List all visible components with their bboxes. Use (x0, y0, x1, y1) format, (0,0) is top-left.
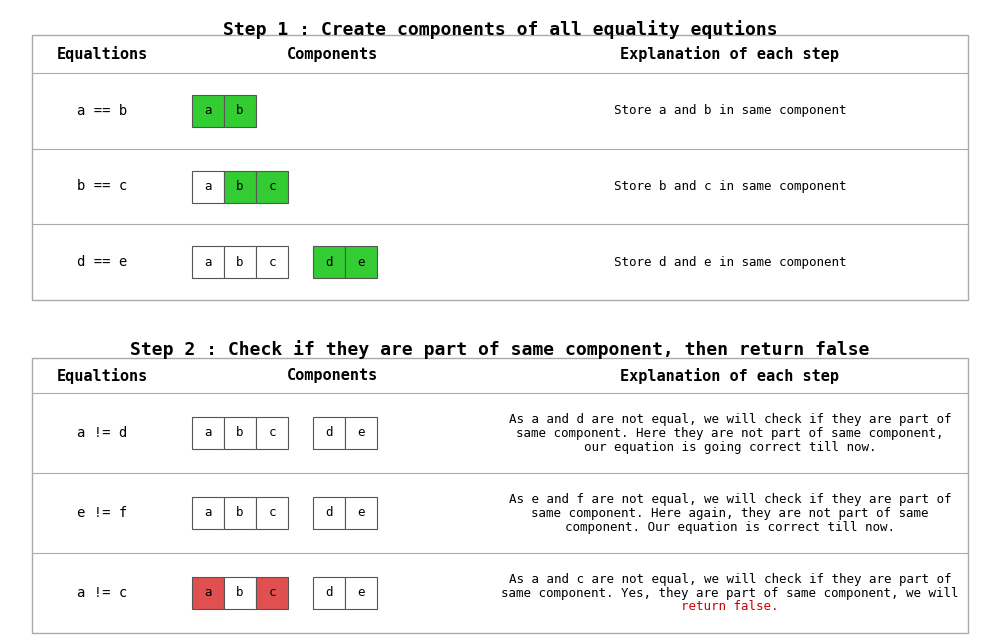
Bar (345, 577, 377, 609)
Text: Store b and c in same component: Store b and c in same component (614, 180, 846, 193)
Text: b: b (236, 104, 244, 117)
Text: d == e: d == e (77, 255, 127, 269)
Text: a: a (204, 104, 212, 117)
Bar (224, 170, 256, 203)
Text: b: b (236, 256, 244, 269)
Text: Step 2 : Check if they are part of same component, then return false: Step 2 : Check if they are part of same … (130, 340, 870, 359)
Text: As a and d are not equal, we will check if they are part of: As a and d are not equal, we will check … (509, 413, 951, 426)
Bar (256, 170, 288, 203)
Bar (32, 35, 968, 300)
Text: Explanation of each step: Explanation of each step (620, 368, 840, 383)
Text: b == c: b == c (77, 179, 127, 194)
Text: a: a (204, 426, 212, 440)
Text: Explanation of each step: Explanation of each step (620, 46, 840, 62)
Text: d: d (325, 586, 333, 599)
Text: e: e (357, 426, 365, 440)
Text: same component. Yes, they are part of same component, we will: same component. Yes, they are part of sa… (501, 586, 959, 599)
Bar (192, 577, 224, 609)
Text: same component. Here again, they are not part of same: same component. Here again, they are not… (531, 507, 929, 520)
Text: a: a (204, 256, 212, 269)
Text: Store d and e in same component: Store d and e in same component (614, 256, 846, 269)
Text: b: b (236, 507, 244, 520)
Text: our equation is going correct till now.: our equation is going correct till now. (584, 440, 876, 453)
Text: e: e (357, 256, 365, 269)
Bar (192, 417, 224, 449)
Bar (192, 170, 224, 203)
Text: Components: Components (286, 46, 378, 62)
Text: Equaltions: Equaltions (56, 368, 148, 383)
Bar (224, 497, 256, 529)
Text: component. Our equation is correct till now.: component. Our equation is correct till … (565, 520, 895, 534)
Text: e: e (357, 507, 365, 520)
Text: e: e (357, 586, 365, 599)
Text: c: c (268, 507, 276, 520)
Text: a: a (204, 586, 212, 599)
Text: Step 1 : Create components of all equality equtions: Step 1 : Create components of all equali… (223, 20, 777, 39)
Text: c: c (268, 426, 276, 440)
Bar (256, 577, 288, 609)
Text: a: a (204, 507, 212, 520)
Text: c: c (268, 256, 276, 269)
Text: d: d (325, 256, 333, 269)
Text: a != c: a != c (77, 586, 127, 600)
Text: Components: Components (286, 368, 378, 383)
Text: d: d (325, 507, 333, 520)
Bar (313, 417, 345, 449)
Bar (345, 497, 377, 529)
Bar (256, 497, 288, 529)
Text: b: b (236, 426, 244, 440)
Bar (192, 246, 224, 278)
Text: b: b (236, 180, 244, 193)
Text: As a and c are not equal, we will check if they are part of: As a and c are not equal, we will check … (509, 572, 951, 586)
Text: same component. Here they are not part of same component,: same component. Here they are not part o… (516, 426, 944, 440)
Bar (345, 417, 377, 449)
Bar (313, 497, 345, 529)
Text: As e and f are not equal, we will check if they are part of: As e and f are not equal, we will check … (509, 493, 951, 505)
Bar (256, 417, 288, 449)
Bar (32, 358, 968, 633)
Bar (256, 246, 288, 278)
Bar (224, 577, 256, 609)
Text: a == b: a == b (77, 104, 127, 118)
Bar (313, 246, 345, 278)
Text: return false.: return false. (681, 601, 779, 613)
Text: Equaltions: Equaltions (56, 46, 148, 62)
Text: c: c (268, 180, 276, 193)
Bar (224, 246, 256, 278)
Bar (313, 577, 345, 609)
Bar (345, 246, 377, 278)
Text: a != d: a != d (77, 426, 127, 440)
Text: d: d (325, 426, 333, 440)
Text: c: c (268, 586, 276, 599)
Bar (224, 417, 256, 449)
Bar (224, 95, 256, 127)
Bar (192, 497, 224, 529)
Text: a: a (204, 180, 212, 193)
Text: Store a and b in same component: Store a and b in same component (614, 104, 846, 117)
Text: b: b (236, 586, 244, 599)
Text: e != f: e != f (77, 506, 127, 520)
Bar (192, 95, 224, 127)
